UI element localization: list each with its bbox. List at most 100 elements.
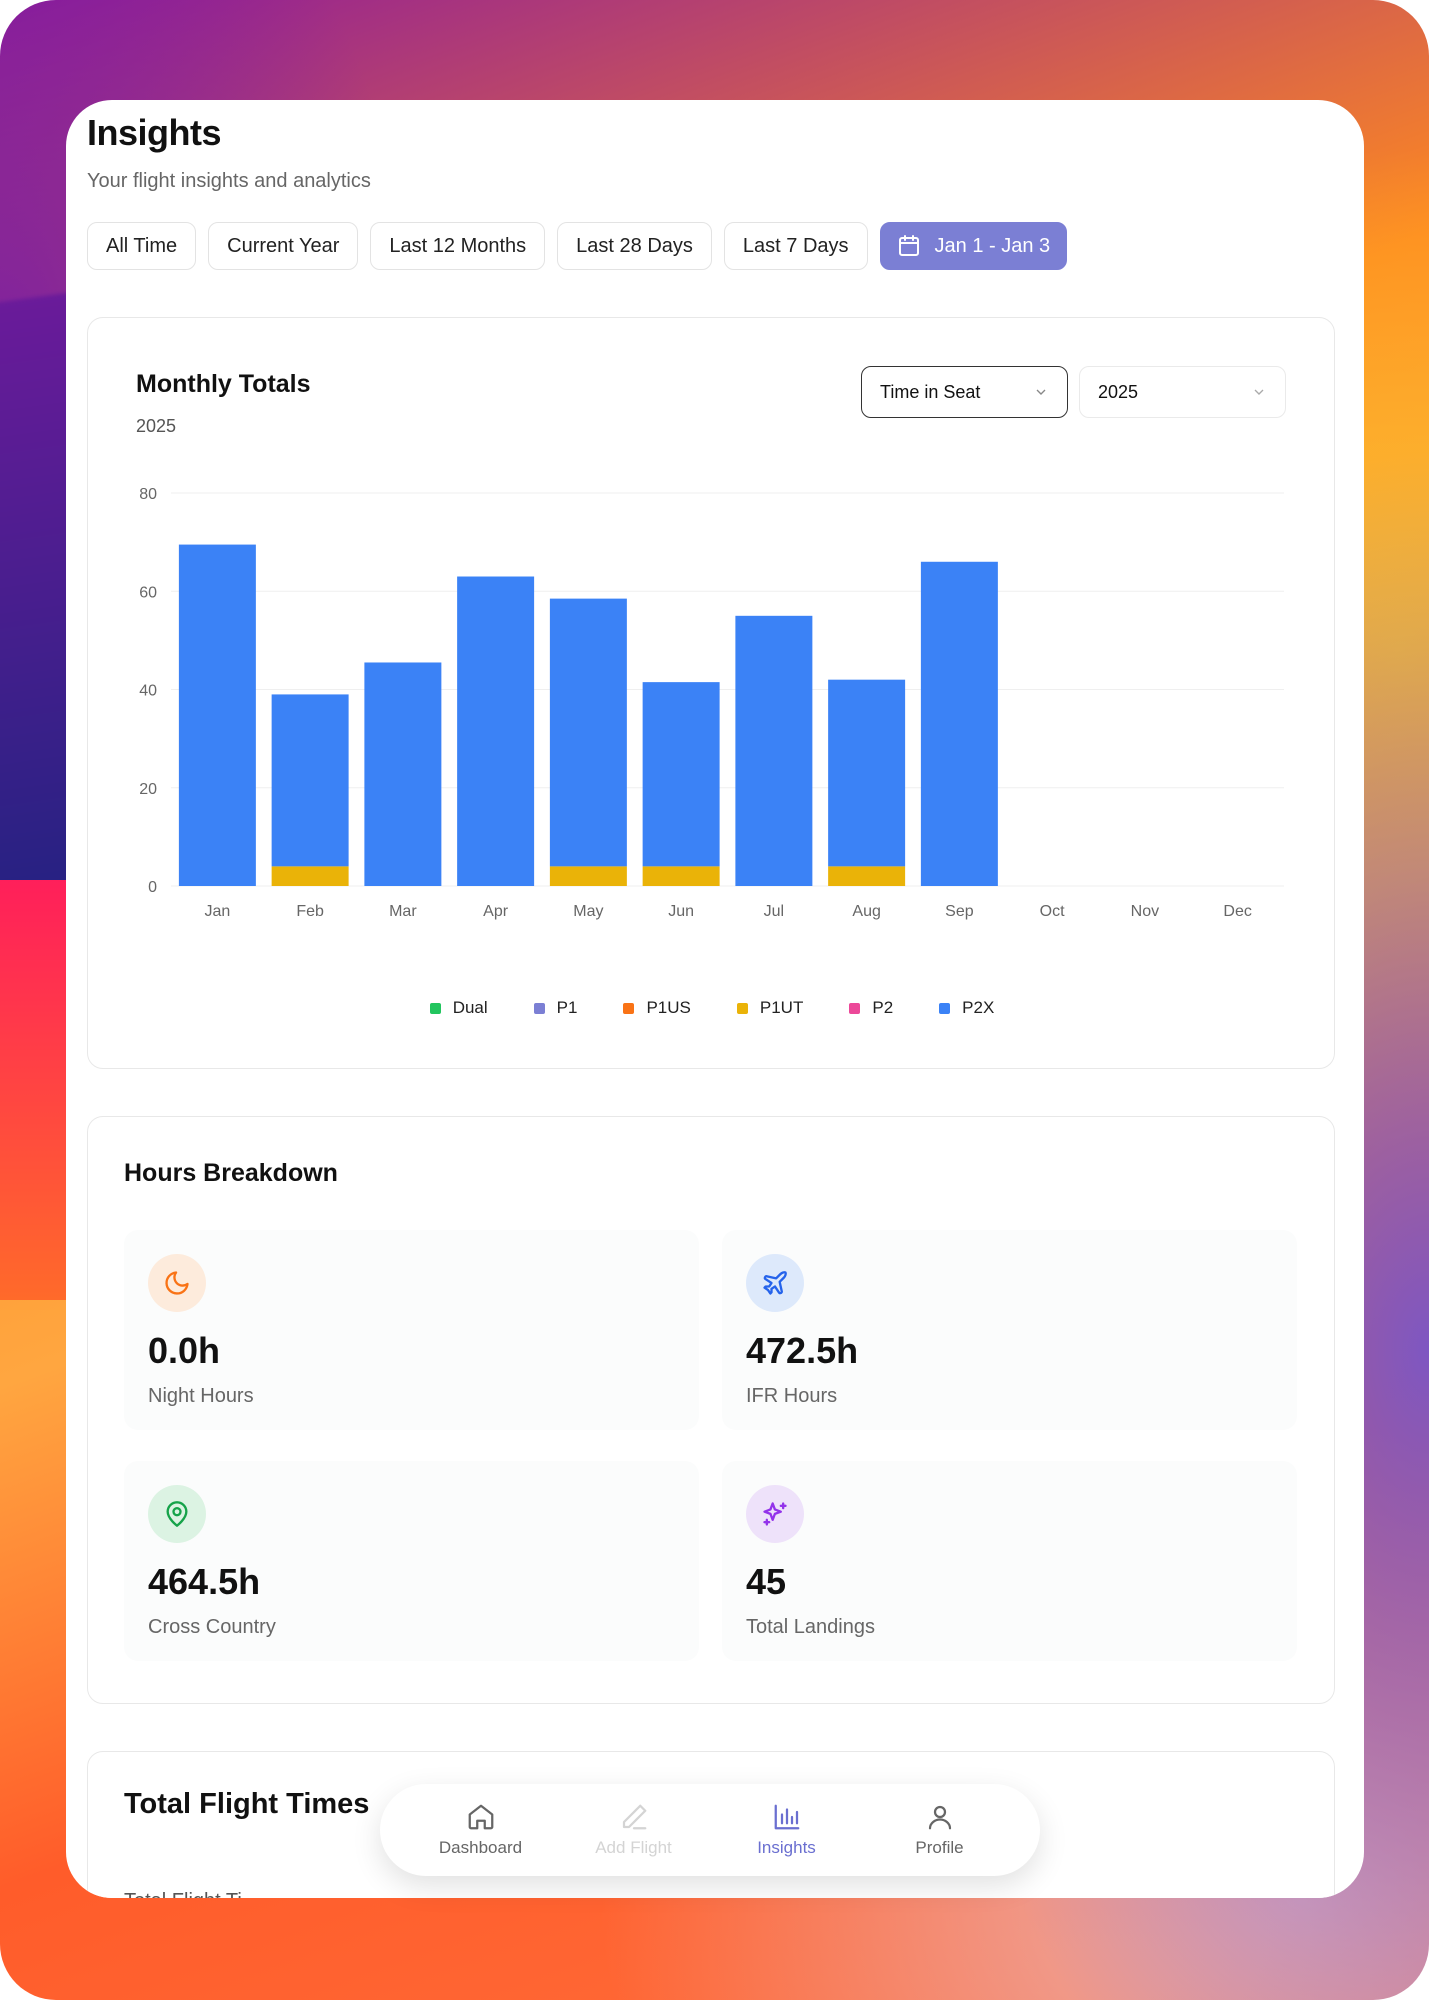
year-select[interactable]: 2025 (1079, 366, 1286, 418)
bar-segment-p2x (178, 544, 256, 886)
user-icon (928, 1805, 951, 1830)
stat-night-hours: 0.0h Night Hours (124, 1230, 699, 1430)
stat-icon-badge (148, 1485, 206, 1543)
page-title: Insights (87, 112, 222, 153)
app-window: Insights Your flight insights and analyt… (66, 100, 1364, 1898)
hours-breakdown-card: Hours Breakdown 0.0h Night Hours 472.5h … (87, 1116, 1335, 1704)
legend-swatch (429, 1002, 441, 1014)
nav-dashboard[interactable]: Dashboard (411, 1802, 551, 1858)
x-tick-label: Jun (668, 903, 694, 920)
bar-segment-p2x (364, 662, 442, 886)
legend-item[interactable]: P2X (939, 998, 994, 1018)
date-filter-bar: All Time Current Year Last 12 Months Las… (87, 222, 1068, 270)
y-tick-label: 0 (148, 879, 157, 896)
stat-icon-badge (148, 1254, 206, 1312)
page-subtitle: Your flight insights and analytics (87, 170, 371, 192)
y-tick-label: 60 (139, 584, 157, 601)
legend-swatch (939, 1002, 951, 1014)
stat-cross-country: 464.5h Cross Country (124, 1461, 699, 1661)
x-tick-label: Feb (296, 903, 324, 920)
nav-profile[interactable]: Profile (870, 1802, 1010, 1858)
monthly-totals-card: Monthly Totals 2025 Time in Seat 2025 0 2… (87, 317, 1335, 1069)
x-tick-label: Jan (204, 903, 230, 920)
legend-item[interactable]: P1 (533, 998, 578, 1018)
legend-label: P2X (962, 998, 995, 1017)
chevron-down-icon (1036, 389, 1046, 395)
filter-last-12-months[interactable]: Last 12 Months (370, 222, 546, 270)
nav-label: Dashboard (438, 1838, 523, 1857)
legend-swatch (533, 1002, 545, 1014)
filter-custom-range[interactable]: Jan 1 - Jan 3 (879, 222, 1068, 270)
bar-segment-p2x (549, 598, 627, 867)
filter-last-7-days[interactable]: Last 7 Days (723, 222, 868, 270)
stat-icon-badge (746, 1485, 804, 1543)
stat-label: Cross Country (148, 1616, 276, 1638)
y-tick-label: 80 (139, 486, 157, 503)
bottom-nav-bar: Dashboard Add Flight Insights Profile (380, 1784, 1040, 1876)
nav-label: Insights (757, 1838, 816, 1857)
stat-ifr-hours: 472.5h IFR Hours (722, 1230, 1297, 1430)
chart-subtitle: 2025 (136, 416, 177, 436)
bar-segment-p1ut (549, 866, 627, 886)
total-flight-times-title: Total Flight Times (124, 1788, 370, 1820)
filter-last-28-days[interactable]: Last 28 Days (557, 222, 712, 270)
metric-select-value: Time in Seat (880, 381, 981, 402)
bar-segment-p2x (920, 561, 998, 886)
filter-all-time[interactable]: All Time (87, 222, 197, 270)
metric-select[interactable]: Time in Seat (861, 366, 1068, 418)
legend-label: P1 (556, 998, 578, 1017)
legend-label: P2 (872, 998, 894, 1017)
nav-add-flight[interactable]: Add Flight (564, 1802, 704, 1858)
home-icon (468, 1804, 493, 1830)
sparkles-icon (763, 1502, 787, 1526)
moon-icon (165, 1271, 189, 1295)
legend-item[interactable]: P2 (849, 998, 893, 1018)
pencil-icon (622, 1804, 646, 1830)
legend-item[interactable]: P1UT (736, 998, 804, 1018)
x-tick-label: May (573, 903, 603, 920)
legend-swatch (849, 1002, 861, 1014)
x-tick-label: Oct (1040, 903, 1065, 920)
legend-swatch (736, 1002, 748, 1014)
stat-value: 45 (746, 1561, 787, 1602)
hours-breakdown-title: Hours Breakdown (124, 1159, 338, 1187)
x-tick-label: Apr (483, 903, 509, 920)
x-tick-label: Sep (945, 903, 974, 920)
legend-item[interactable]: Dual (429, 998, 488, 1018)
bar-segment-p2x (271, 694, 349, 867)
legend-label: P1UT (759, 998, 804, 1017)
legend-label: P1US (646, 998, 691, 1017)
bar-segment-p1ut (828, 866, 906, 886)
stat-value: 464.5h (148, 1561, 261, 1602)
filter-current-year[interactable]: Current Year (208, 222, 359, 270)
nav-insights[interactable]: Insights (717, 1802, 857, 1858)
nav-label: Add Flight (595, 1838, 672, 1857)
nav-label: Profile (915, 1838, 964, 1857)
stat-label: IFR Hours (746, 1385, 838, 1407)
legend-label: Dual (452, 998, 488, 1017)
x-tick-label: Dec (1223, 903, 1251, 920)
x-tick-label: Jul (764, 903, 784, 920)
bar-segment-p2x (735, 615, 813, 886)
bar-chart-icon (774, 1804, 799, 1830)
bar-segment-p1ut (271, 866, 349, 886)
chevron-down-icon (1254, 389, 1264, 395)
year-select-value: 2025 (1098, 381, 1139, 402)
y-tick-label: 20 (139, 781, 157, 798)
stat-value: 0.0h (148, 1330, 221, 1371)
stat-label: Night Hours (148, 1385, 254, 1407)
chart-title: Monthly Totals (136, 370, 311, 398)
filter-custom-range-label: Jan 1 - Jan 3 (934, 234, 1051, 257)
stat-label: Total Landings (746, 1616, 875, 1638)
legend-item[interactable]: P1US (623, 998, 691, 1018)
bar-segment-p1ut (642, 866, 720, 886)
x-tick-label: Mar (389, 903, 417, 920)
stat-total-landings: 45 Total Landings (722, 1461, 1297, 1661)
legend-swatch (623, 1002, 635, 1014)
total-flight-times-subtitle: Total Flight Ti (124, 1890, 242, 1898)
bar-segment-p2x (642, 682, 720, 867)
y-tick-label: 40 (139, 683, 157, 700)
plane-icon (763, 1271, 787, 1295)
stat-value: 472.5h (746, 1330, 859, 1371)
bar-segment-p2x (828, 679, 906, 867)
